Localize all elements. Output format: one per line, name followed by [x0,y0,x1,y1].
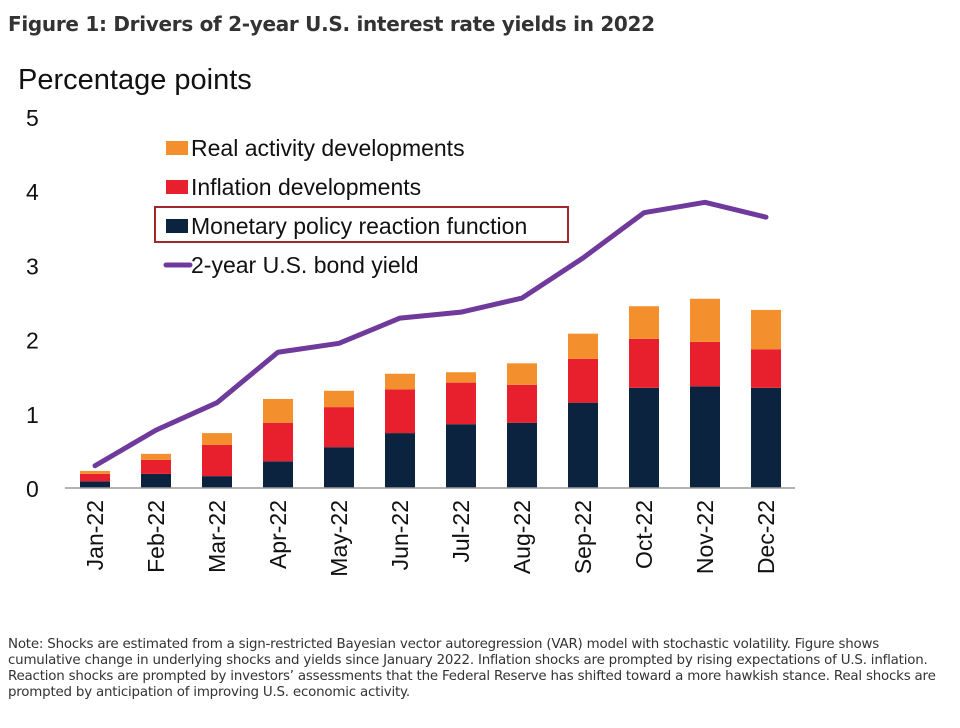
legend-swatch [166,180,188,194]
bar-segment [507,384,537,423]
bar-segment [202,444,232,477]
x-tick-label: Jan-22 [82,500,108,570]
bar-segment [263,398,293,423]
bar-segment [568,333,598,359]
x-tick-label: Sep-22 [570,500,596,574]
bar-segment [324,447,354,488]
x-tick-label: Jul-22 [448,500,474,563]
legend-swatch [166,141,188,155]
bar-segment [385,433,415,488]
bar-segment [629,387,659,488]
y-tick-label: 3 [26,253,39,279]
legend-label: Monetary policy reaction function [191,213,527,239]
legend-label: Inflation developments [191,174,421,200]
bar-segment [141,459,171,474]
bar-segment [629,338,659,388]
y-tick-label: 5 [26,105,39,131]
bar-segment [446,382,476,425]
x-tick-label: May-22 [326,500,352,577]
bar-segment [690,386,720,488]
bar-segment [263,422,293,462]
y-tick-label: 2 [26,328,39,354]
bar-segment [629,306,659,339]
bar-segment [568,358,598,403]
bar-segment [568,402,598,488]
bar-segment [751,309,781,350]
bar-segment [446,372,476,383]
y-tick-label: 4 [26,179,39,205]
bar-segment [690,341,720,387]
bar-segment [80,470,110,474]
x-tick-label: Aug-22 [509,500,535,574]
bar-segment [690,298,720,342]
figure-title: Figure 1: Drivers of 2-year U.S. interes… [8,12,655,36]
x-tick-label: Dec-22 [753,500,779,574]
bar-segment [202,433,232,445]
legend-swatch [166,219,188,233]
bar-segment [141,473,171,488]
bar-segment [751,387,781,488]
bar-segment [385,373,415,390]
x-tick-label: Mar-22 [204,500,230,573]
bar-segment [324,407,354,448]
bar-segment [80,473,110,482]
y-tick-label: 1 [26,402,39,428]
bar-segment [324,390,354,408]
figure-note: Note: Shocks are estimated from a sign-r… [8,637,936,700]
bar-segment [202,476,232,488]
x-tick-label: Feb-22 [143,500,169,573]
bar-segment [141,453,171,460]
yield-line [92,199,769,469]
bar-segment [385,389,415,434]
legend-label: 2-year U.S. bond yield [191,252,419,278]
x-tick-label: Oct-22 [631,500,657,569]
legend-highlight-box [154,206,569,243]
y-axis-label: Percentage points [18,64,252,96]
legend-label: Real activity developments [191,135,465,161]
bar-segment [80,481,110,488]
x-tick-label: Apr-22 [265,500,291,569]
bar-segment [507,422,537,488]
bar-segment [751,349,781,388]
bar-segment [507,363,537,385]
stacked-bar-line-chart: Percentage points 0 1 2 3 4 5 Jan-22 Feb-22 Mar-2… [18,64,795,577]
bar-segment [263,461,293,488]
bar-segment [446,424,476,488]
y-tick-label: 0 [26,476,39,502]
x-tick-label: Jun-22 [387,500,413,570]
x-tick-label: Nov-22 [692,500,718,574]
